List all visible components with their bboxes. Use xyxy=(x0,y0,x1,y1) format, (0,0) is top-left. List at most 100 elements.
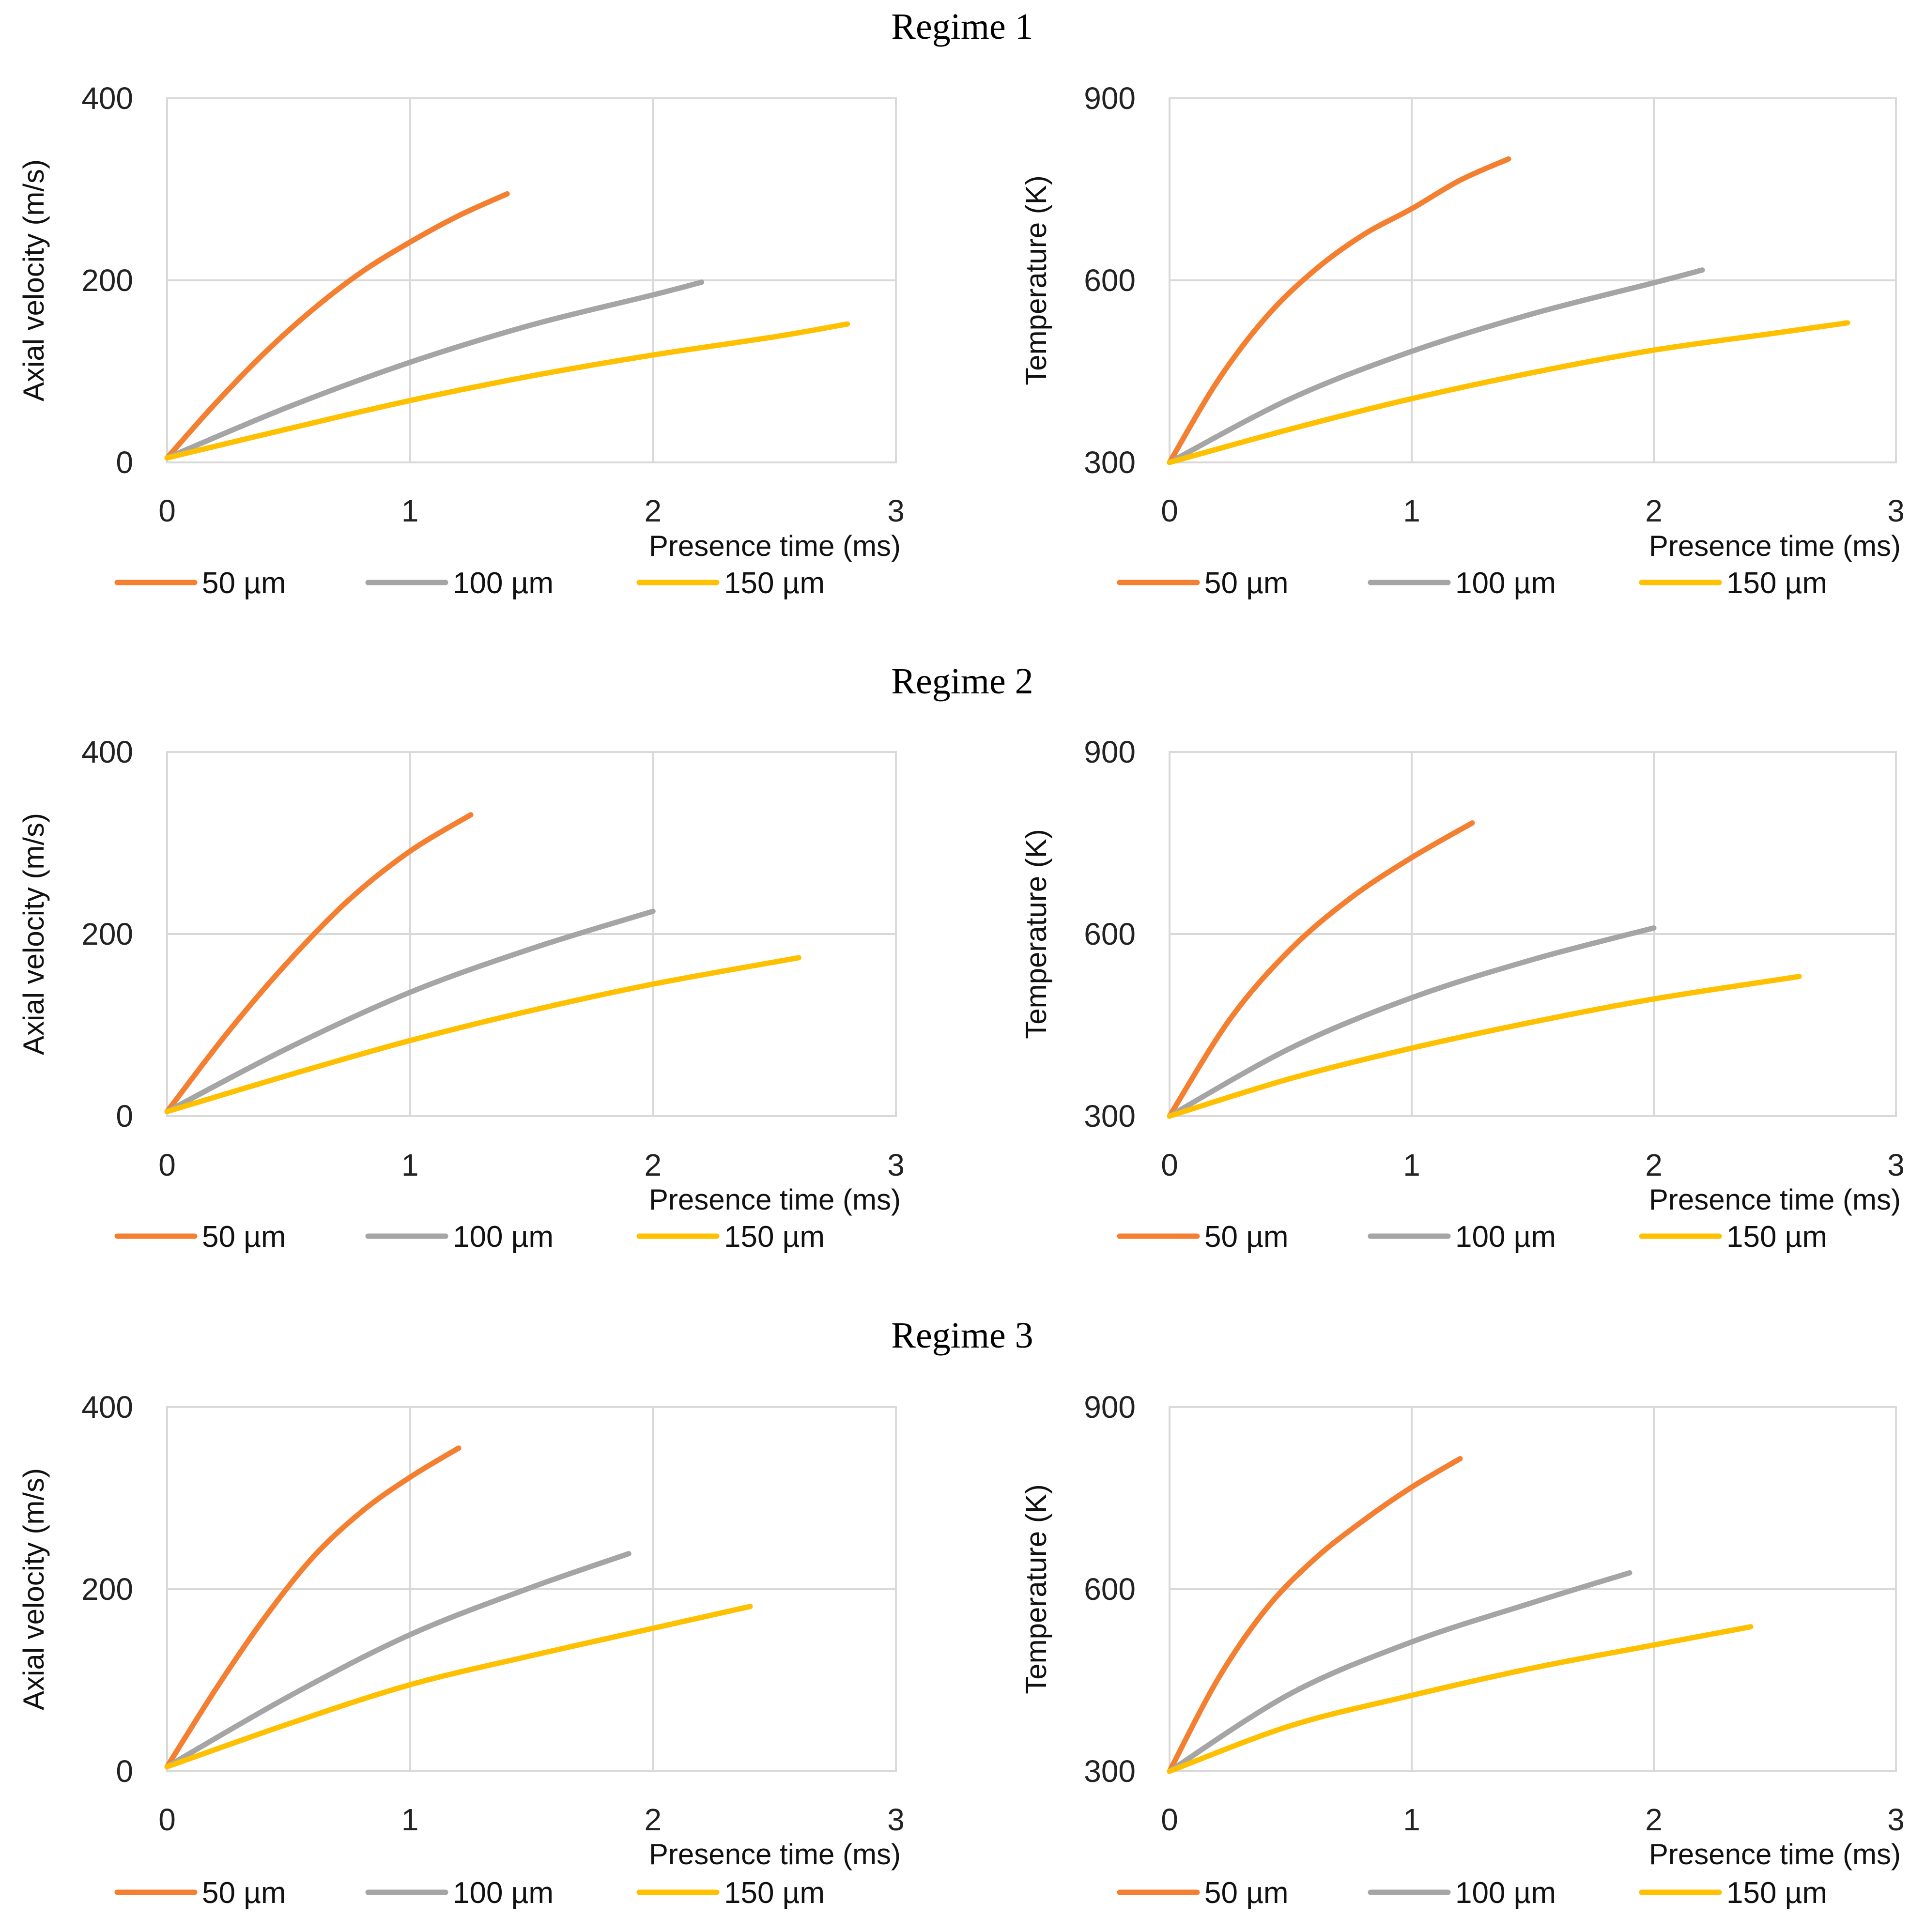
series-line-150um xyxy=(1167,320,1850,465)
y-tick-label: 0 xyxy=(116,445,133,480)
x-tick-label: 3 xyxy=(1887,493,1905,528)
legend-label: 50 µm xyxy=(202,1876,286,1910)
series-line-100um xyxy=(164,1551,631,1770)
y-axis-title: Axial velocity (m/s) xyxy=(17,813,50,1055)
legend-item: 50 µm xyxy=(114,1876,286,1910)
legend-label: 150 µm xyxy=(724,1876,825,1910)
series-line-150um xyxy=(164,1604,753,1770)
legend-item: 150 µm xyxy=(636,1220,825,1254)
x-axis-title: Presence time (ms) xyxy=(649,1838,901,1871)
series-line-50um xyxy=(1167,820,1475,1119)
legend-label: 50 µm xyxy=(202,567,286,600)
chart-1: 0 1 2 3 0 200 400 Presence time (ms) Axial veloc… xyxy=(17,81,905,600)
x-tick-label: 2 xyxy=(1645,1148,1663,1182)
legend-item: 50 µm xyxy=(1117,1876,1289,1910)
chart-6: 0 1 2 3 300 600 900 Presence time (ms) Temperatu… xyxy=(1020,1390,1905,1910)
x-tick-label: 3 xyxy=(887,1148,905,1182)
legend-item: 150 µm xyxy=(1639,1876,1827,1910)
chart-4: 0 1 2 3 300 600 900 Presence time (ms) Temperatu… xyxy=(1020,735,1905,1254)
y-tick-label: 400 xyxy=(81,735,133,769)
x-tick-label: 1 xyxy=(401,1148,419,1182)
x-axis-title: Presence time (ms) xyxy=(1649,1183,1901,1216)
series-line-50um xyxy=(164,812,474,1115)
legend-item: 100 µm xyxy=(1368,1220,1556,1254)
legend-item: 100 µm xyxy=(365,1876,554,1910)
legend-label: 50 µm xyxy=(1204,567,1289,600)
y-tick-label: 200 xyxy=(81,1572,133,1607)
y-tick-label: 900 xyxy=(1084,735,1136,769)
y-tick-label: 900 xyxy=(1084,1390,1136,1425)
legend-item: 100 µm xyxy=(1368,1876,1556,1910)
legend-label: 50 µm xyxy=(202,1220,286,1254)
x-tick-label: 1 xyxy=(401,1802,419,1837)
x-tick-label: 0 xyxy=(1161,493,1178,528)
regime-title: Regime 1 xyxy=(891,6,1033,47)
series-line-100um xyxy=(164,279,705,461)
x-tick-label: 0 xyxy=(1161,1148,1178,1182)
series-line-50um xyxy=(164,191,510,461)
series-line-100um xyxy=(1167,1570,1632,1774)
series-line-150um xyxy=(164,321,850,461)
chart-2: 0 1 2 3 300 600 900 Presence time (ms) Temperatu… xyxy=(1020,81,1905,600)
x-tick-label: 2 xyxy=(1645,1802,1663,1837)
y-tick-label: 0 xyxy=(116,1099,133,1134)
legend-item: 150 µm xyxy=(636,1876,825,1910)
legend-item: 50 µm xyxy=(114,567,286,600)
x-axis-title: Presence time (ms) xyxy=(649,530,901,562)
x-tick-label: 1 xyxy=(401,493,419,528)
legend-label: 100 µm xyxy=(453,1876,554,1910)
y-tick-label: 600 xyxy=(1084,917,1136,951)
series-line-100um xyxy=(164,908,656,1115)
regime-title: Regime 2 xyxy=(891,661,1033,702)
x-tick-label: 2 xyxy=(1645,493,1663,528)
y-tick-label: 600 xyxy=(1084,263,1136,298)
series-line-100um xyxy=(1167,925,1657,1119)
legend-item: 150 µm xyxy=(636,567,825,600)
y-axis-title: Temperature (K) xyxy=(1020,175,1052,385)
x-tick-label: 0 xyxy=(1161,1802,1178,1837)
y-axis-title: Temperature (K) xyxy=(1020,1484,1052,1694)
y-tick-label: 200 xyxy=(81,917,133,951)
y-axis-title: Axial velocity (m/s) xyxy=(17,1468,50,1710)
x-tick-label: 1 xyxy=(1403,1802,1420,1837)
legend-label: 100 µm xyxy=(1455,567,1556,600)
y-tick-label: 900 xyxy=(1084,81,1136,116)
y-tick-label: 400 xyxy=(81,81,133,116)
x-tick-label: 3 xyxy=(1887,1148,1905,1182)
legend-label: 100 µm xyxy=(453,1220,554,1254)
series-line-50um xyxy=(1167,156,1511,465)
y-tick-label: 300 xyxy=(1084,1099,1136,1134)
series-line-50um xyxy=(1167,1456,1463,1774)
x-tick-label: 3 xyxy=(887,493,905,528)
series-line-150um xyxy=(164,955,801,1115)
x-tick-label: 2 xyxy=(645,493,662,528)
series-line-150um xyxy=(1167,974,1802,1119)
x-tick-label: 1 xyxy=(1403,493,1420,528)
y-tick-label: 300 xyxy=(1084,1754,1136,1789)
legend-label: 100 µm xyxy=(1455,1220,1556,1254)
chart-3: 0 1 2 3 0 200 400 Presence time (ms) Axial veloc… xyxy=(17,735,905,1254)
legend-label: 150 µm xyxy=(1726,567,1827,600)
y-tick-label: 0 xyxy=(116,1754,133,1789)
x-tick-label: 3 xyxy=(1887,1802,1905,1837)
legend-item: 150 µm xyxy=(1639,567,1827,600)
x-axis-title: Presence time (ms) xyxy=(1649,530,1901,562)
series-line-150um xyxy=(1167,1624,1754,1774)
x-tick-label: 0 xyxy=(158,1148,176,1182)
legend-label: 150 µm xyxy=(1726,1220,1827,1254)
x-tick-label: 0 xyxy=(158,493,176,528)
legend-label: 150 µm xyxy=(1726,1876,1827,1910)
series-line-50um xyxy=(164,1445,462,1770)
x-axis-title: Presence time (ms) xyxy=(649,1183,901,1216)
x-tick-label: 2 xyxy=(645,1802,662,1837)
legend-label: 50 µm xyxy=(1204,1220,1289,1254)
x-axis-title: Presence time (ms) xyxy=(1649,1838,1901,1871)
legend-label: 100 µm xyxy=(1455,1876,1556,1910)
x-tick-label: 1 xyxy=(1403,1148,1420,1182)
x-tick-label: 3 xyxy=(887,1802,905,1837)
legend-item: 50 µm xyxy=(114,1220,286,1254)
legend-item: 100 µm xyxy=(365,1220,554,1254)
y-axis-title: Temperature (K) xyxy=(1020,829,1052,1039)
chart-5: 0 1 2 3 0 200 400 Presence time (ms) Axial veloc… xyxy=(17,1390,905,1910)
legend-item: 100 µm xyxy=(365,567,554,600)
